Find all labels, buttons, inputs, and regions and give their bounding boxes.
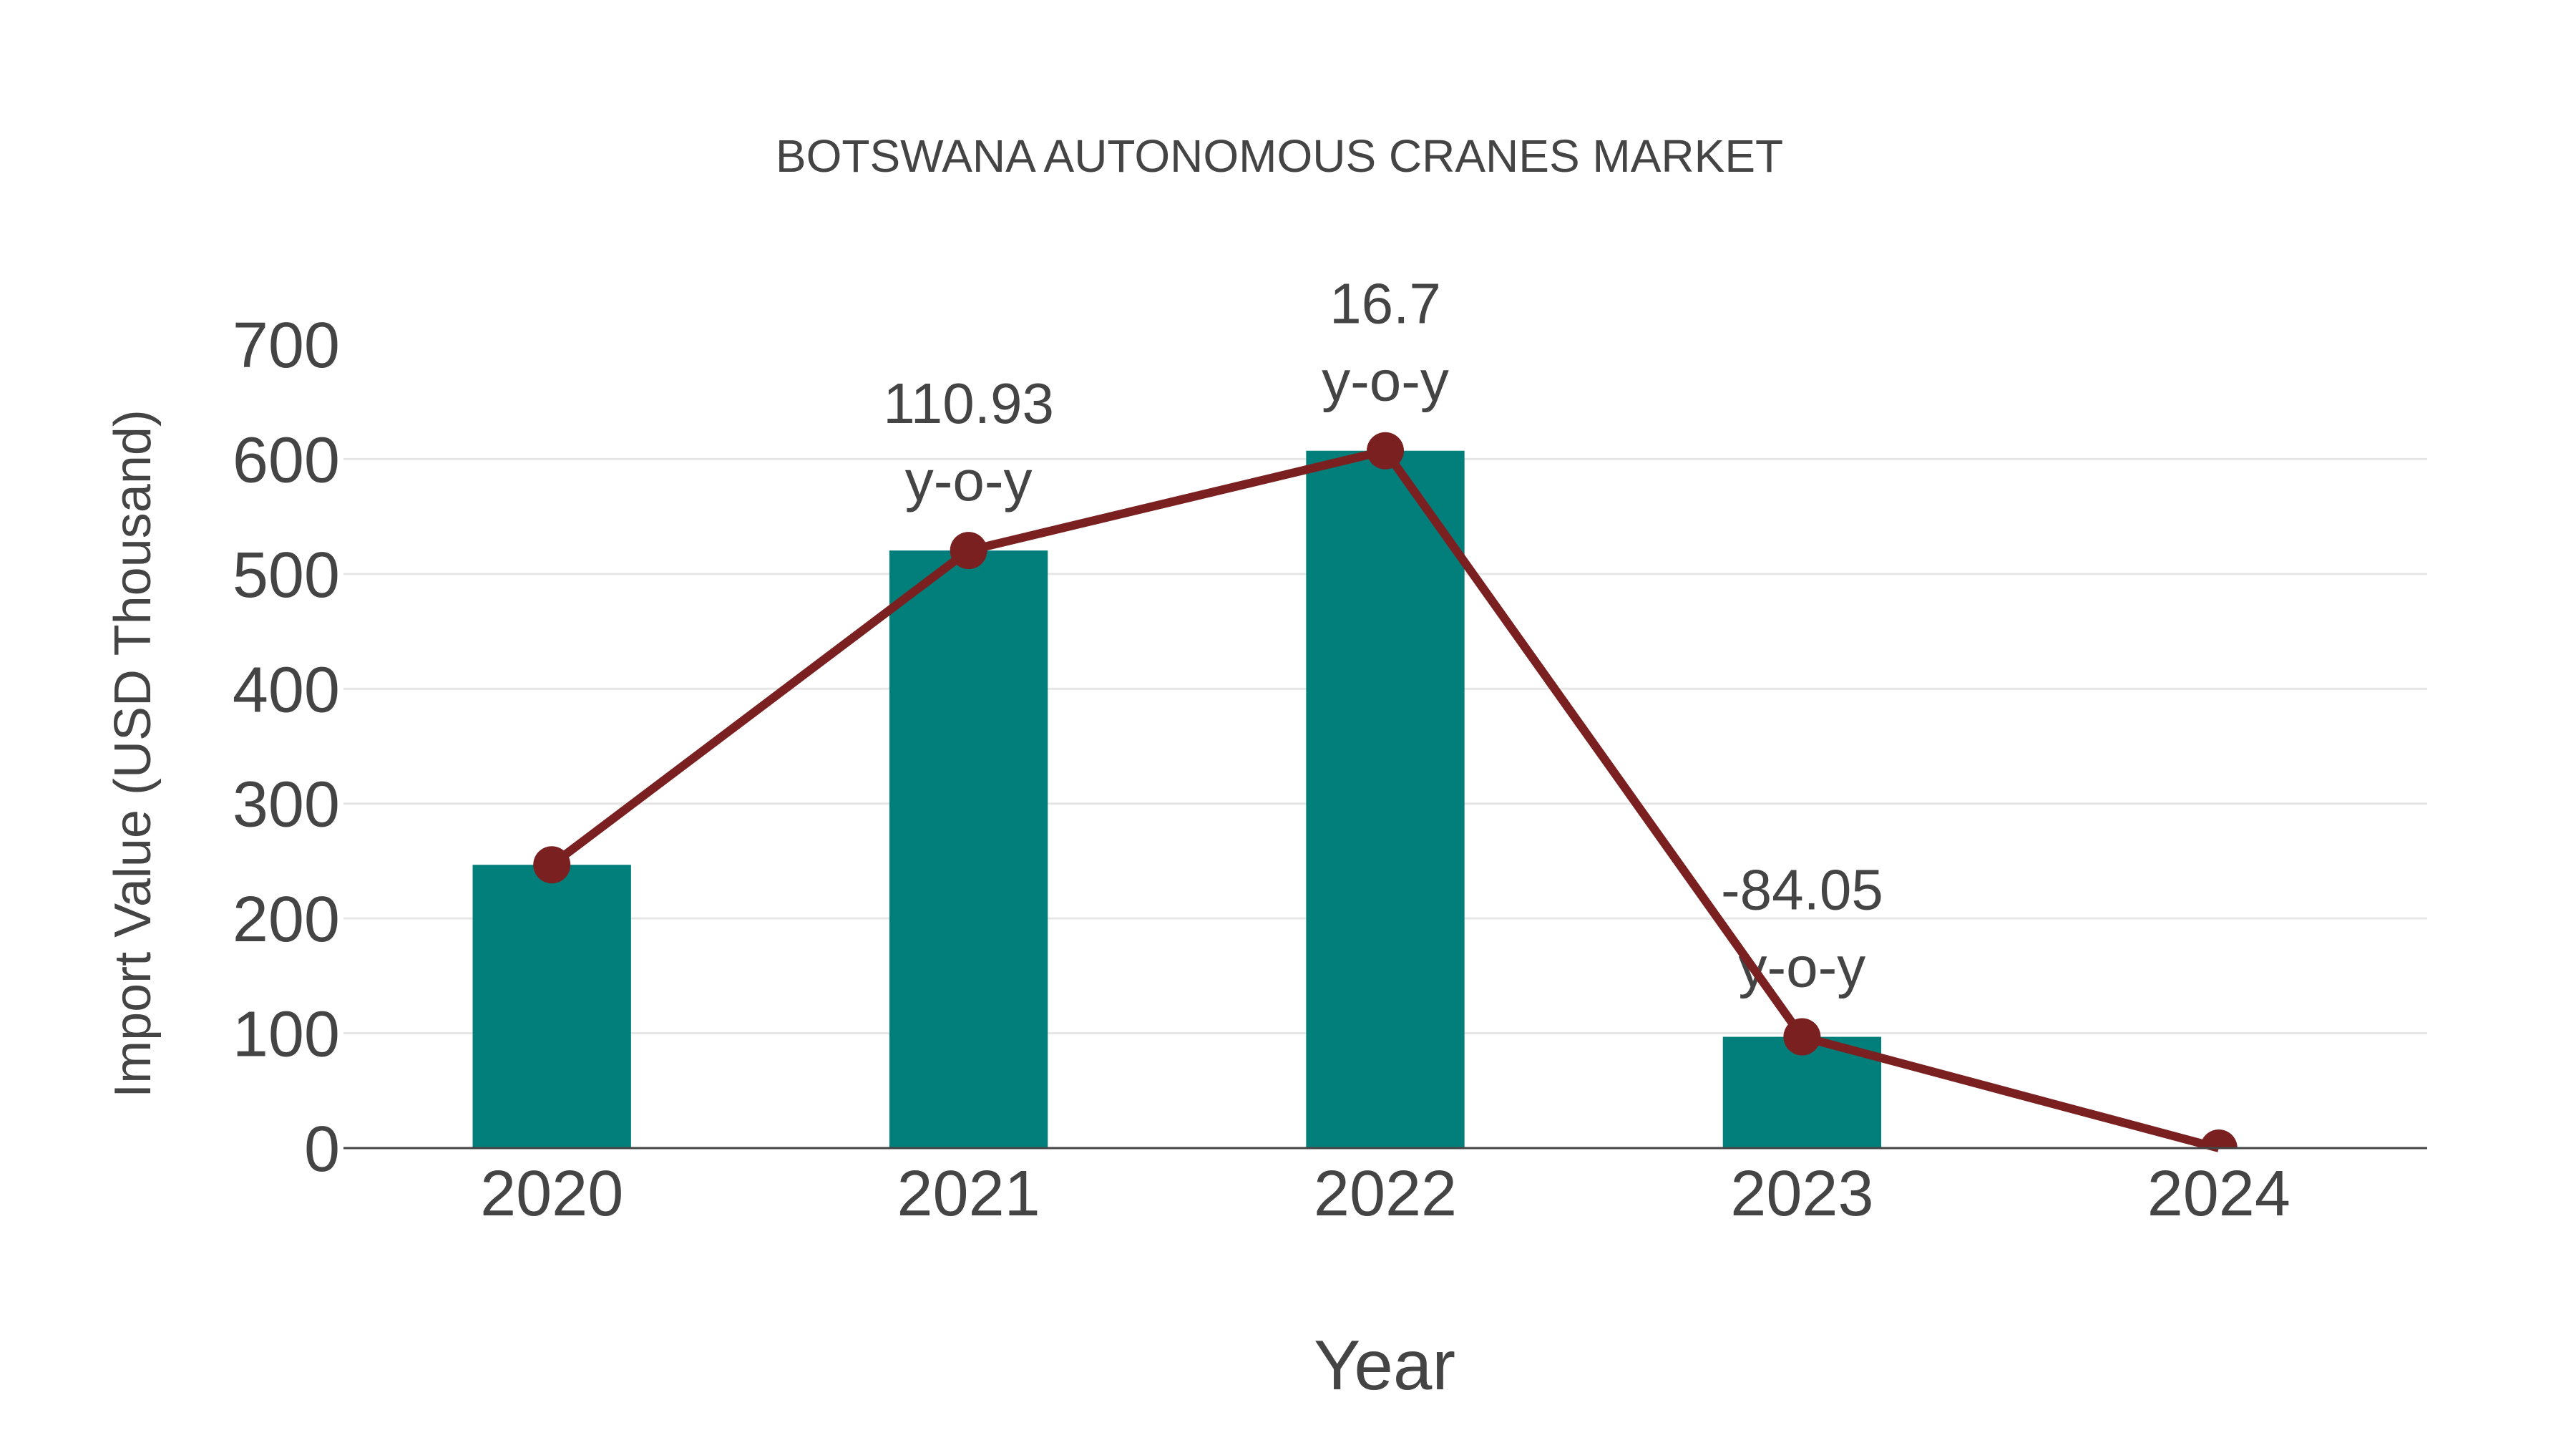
yoy-label-2023: y-o-y [1739, 936, 1866, 999]
x-axis-ticks: 2020 2021 2022 2023 2024 [480, 1158, 2290, 1230]
line-series [533, 432, 2238, 1167]
y-tick-label: 600 [233, 424, 340, 496]
y-axis-ticks: 0 100 200 300 400 500 600 700 [233, 310, 340, 1185]
x-tick-label: 2021 [897, 1158, 1040, 1230]
chart-title: BOTSWANA AUTONOMOUS CRANES MARKET [776, 130, 1783, 182]
yoy-value-2022: 16.7 [1330, 272, 1441, 336]
line-marker-2021[interactable] [950, 532, 987, 570]
y-axis-title: Import Value (USD Thousand) [104, 409, 162, 1098]
bar-2020[interactable] [472, 865, 631, 1148]
yoy-annotations: 110.93 y-o-y 16.7 y-o-y -84.05 y-o-y [883, 272, 1883, 999]
x-tick-label: 2020 [480, 1158, 623, 1230]
line-marker-2024[interactable] [2200, 1129, 2238, 1167]
yoy-value-2021: 110.93 [883, 371, 1054, 435]
y-tick-label: 400 [233, 654, 340, 726]
yoy-label-2021: y-o-y [905, 449, 1033, 512]
y-tick-label: 700 [233, 310, 340, 382]
line-marker-2020[interactable] [533, 846, 571, 884]
line-marker-2022[interactable] [1367, 432, 1404, 470]
yoy-label-2022: y-o-y [1322, 349, 1449, 413]
bar-series [472, 450, 1882, 1148]
bar-2022[interactable] [1306, 450, 1465, 1148]
y-tick-label: 0 [304, 1114, 340, 1185]
y-tick-label: 100 [233, 999, 340, 1071]
yoy-value-2023: -84.05 [1721, 858, 1883, 922]
y-tick-label: 500 [233, 540, 340, 611]
bar-2021[interactable] [889, 550, 1048, 1148]
y-tick-label: 200 [233, 884, 340, 956]
x-tick-label: 2022 [1314, 1158, 1457, 1230]
x-tick-label: 2024 [2147, 1158, 2290, 1230]
y-tick-label: 300 [233, 769, 340, 841]
x-tick-label: 2023 [1730, 1158, 1873, 1230]
line-marker-2023[interactable] [1783, 1018, 1821, 1056]
x-axis-title: Year [1314, 1326, 1455, 1404]
